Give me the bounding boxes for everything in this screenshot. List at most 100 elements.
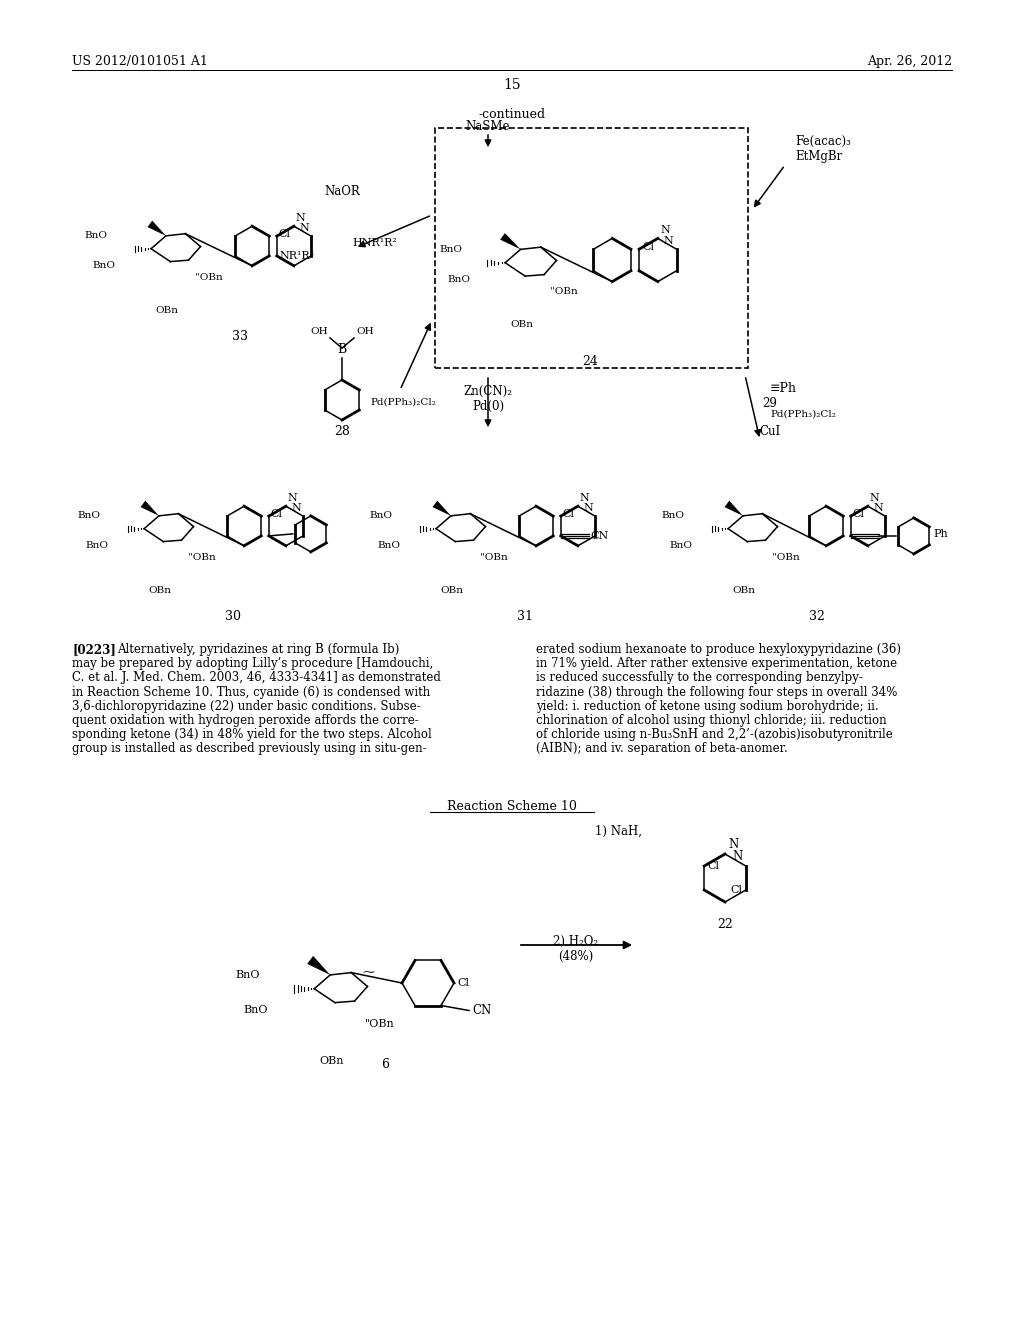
Text: Alternatively, pyridazines at ring B (formula Ib): Alternatively, pyridazines at ring B (fo…	[117, 643, 399, 656]
Text: erated sodium hexanoate to produce hexyloxypyridazine (36): erated sodium hexanoate to produce hexyl…	[536, 643, 901, 656]
Text: Pd(PPh₃)₂Cl₂: Pd(PPh₃)₂Cl₂	[370, 399, 436, 407]
Polygon shape	[140, 500, 159, 516]
Text: OBn: OBn	[440, 586, 464, 595]
Text: Cl: Cl	[708, 861, 719, 871]
Text: BnO: BnO	[236, 970, 260, 979]
Text: N: N	[299, 223, 309, 234]
Text: 1) NaH,: 1) NaH,	[595, 825, 642, 838]
Text: sponding ketone (34) in 48% yield for the two steps. Alcohol: sponding ketone (34) in 48% yield for th…	[72, 729, 432, 742]
Text: Apr. 26, 2012: Apr. 26, 2012	[867, 55, 952, 69]
Text: Cl: Cl	[853, 510, 864, 519]
Polygon shape	[500, 234, 520, 249]
Text: 24: 24	[582, 355, 598, 368]
Text: BnO: BnO	[244, 1005, 268, 1015]
Text: N: N	[288, 494, 298, 503]
Text: ~: ~	[361, 964, 376, 981]
Text: 32: 32	[809, 610, 825, 623]
Text: BnO: BnO	[92, 261, 115, 271]
Text: "OBn: "OBn	[550, 288, 578, 297]
Text: BnO: BnO	[85, 541, 108, 550]
Text: may be prepared by adopting Lilly’s procedure [Hamdouchi,: may be prepared by adopting Lilly’s proc…	[72, 657, 433, 671]
Text: EtMgBr: EtMgBr	[795, 150, 843, 162]
Text: BnO: BnO	[84, 231, 106, 240]
Text: is reduced successfully to the corresponding benzylpy-: is reduced successfully to the correspon…	[536, 672, 863, 684]
Text: OBn: OBn	[511, 319, 534, 329]
Text: N: N	[291, 503, 301, 513]
Text: Cl: Cl	[563, 510, 574, 519]
Text: 30: 30	[225, 610, 241, 623]
Text: "OBn: "OBn	[772, 553, 800, 562]
Text: Cl: Cl	[642, 242, 654, 252]
Text: "OBn: "OBn	[365, 1019, 394, 1030]
Text: OBn: OBn	[319, 1056, 344, 1067]
Text: Zn(CN)₂: Zn(CN)₂	[464, 385, 512, 399]
Text: HNR¹R²: HNR¹R²	[352, 238, 397, 248]
Text: 33: 33	[232, 330, 248, 343]
Text: BnO: BnO	[669, 541, 692, 550]
Text: CN: CN	[591, 531, 609, 541]
Text: N: N	[296, 214, 305, 223]
Text: 3,6-dichloropyridazine (22) under basic conditions. Subse-: 3,6-dichloropyridazine (22) under basic …	[72, 700, 421, 713]
Text: B: B	[337, 343, 347, 356]
Text: N: N	[580, 494, 590, 503]
Text: 6: 6	[381, 1059, 389, 1071]
Text: OBn: OBn	[148, 586, 171, 595]
Text: Pd(0): Pd(0)	[472, 400, 504, 413]
Text: N: N	[728, 838, 738, 851]
Text: yield: i. reduction of ketone using sodium borohydride; ii.: yield: i. reduction of ketone using sodi…	[536, 700, 879, 713]
Text: (AIBN); and iv. separation of beta-anomer.: (AIBN); and iv. separation of beta-anome…	[536, 742, 787, 755]
Text: "OBn: "OBn	[195, 273, 223, 282]
Text: in Reaction Scheme 10. Thus, cyanide (6) is condensed with: in Reaction Scheme 10. Thus, cyanide (6)…	[72, 685, 430, 698]
Text: in 71% yield. After rather extensive experimentation, ketone: in 71% yield. After rather extensive exp…	[536, 657, 897, 671]
Text: 28: 28	[334, 425, 350, 438]
Text: 15: 15	[503, 78, 521, 92]
Text: Cl: Cl	[457, 978, 469, 987]
Polygon shape	[307, 956, 330, 975]
Text: C. et al. J. Med. Chem. 2003, 46, 4333-4341] as demonstrated: C. et al. J. Med. Chem. 2003, 46, 4333-4…	[72, 672, 441, 684]
Text: CN: CN	[472, 1005, 492, 1016]
Text: (48%): (48%)	[558, 950, 594, 964]
Text: Pd(PPh₃)₂Cl₂: Pd(PPh₃)₂Cl₂	[770, 411, 836, 418]
Text: N: N	[664, 236, 674, 247]
Text: BnO: BnO	[447, 276, 470, 285]
Text: group is installed as described previously using in situ-gen-: group is installed as described previous…	[72, 742, 427, 755]
Text: N: N	[870, 494, 880, 503]
Text: ridazine (38) through the following four steps in overall 34%: ridazine (38) through the following four…	[536, 685, 897, 698]
Text: OH: OH	[356, 327, 374, 337]
Text: of chloride using n-Bu₃SnH and 2,2’-(azobis)isobutyronitrile: of chloride using n-Bu₃SnH and 2,2’-(azo…	[536, 729, 893, 742]
Text: Fe(acac)₃: Fe(acac)₃	[795, 135, 851, 148]
Text: BnO: BnO	[377, 541, 400, 550]
Text: Reaction Scheme 10: Reaction Scheme 10	[447, 800, 577, 813]
Text: [0223]: [0223]	[72, 643, 116, 656]
Text: BnO: BnO	[369, 511, 392, 520]
Text: N: N	[584, 503, 593, 513]
Text: 22: 22	[717, 917, 733, 931]
Text: quent oxidation with hydrogen peroxide affords the corre-: quent oxidation with hydrogen peroxide a…	[72, 714, 419, 727]
Text: CuI: CuI	[760, 425, 780, 438]
Text: "OBn: "OBn	[480, 553, 508, 562]
Polygon shape	[725, 500, 742, 516]
Text: OBn: OBn	[732, 586, 756, 595]
Text: "OBn: "OBn	[188, 553, 216, 562]
Text: Cl: Cl	[731, 884, 742, 895]
Text: NaSMe: NaSMe	[466, 120, 510, 133]
Text: Ph: Ph	[934, 529, 948, 539]
Text: OBn: OBn	[156, 306, 178, 315]
Text: US 2012/0101051 A1: US 2012/0101051 A1	[72, 55, 208, 69]
Text: -continued: -continued	[478, 108, 546, 121]
Text: BnO: BnO	[662, 511, 684, 520]
Text: BnO: BnO	[77, 511, 100, 520]
Text: NaOR: NaOR	[325, 185, 359, 198]
Text: chlorination of alcohol using thionyl chloride; iii. reduction: chlorination of alcohol using thionyl ch…	[536, 714, 887, 727]
Text: Cl: Cl	[279, 230, 291, 239]
Polygon shape	[147, 220, 166, 236]
Text: Cl: Cl	[270, 510, 283, 519]
Text: N: N	[660, 226, 671, 235]
Polygon shape	[432, 500, 451, 516]
Text: N: N	[732, 850, 742, 863]
Text: ≡Ph: ≡Ph	[770, 381, 797, 395]
Text: 29: 29	[763, 397, 777, 411]
Text: N: N	[873, 503, 883, 513]
Bar	[435, 128, 748, 368]
Text: BnO: BnO	[439, 244, 462, 253]
